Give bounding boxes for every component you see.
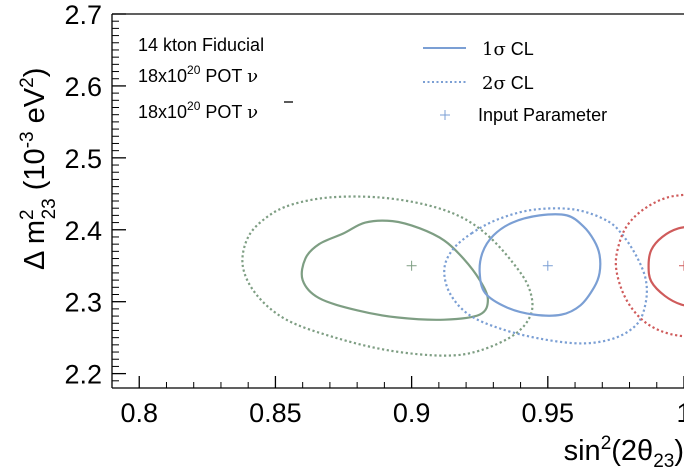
y-tick-label-4: 2.6 [64,72,102,102]
legend-marker-input [440,110,450,120]
x-tick-label-1: 0.85 [249,398,302,428]
y-tick-label-3: 2.5 [64,144,102,174]
annotation-fiducial: 14 kton Fiducial [138,35,264,55]
axis-ticks: 0.8 0.85 0.9 0.95 1 2.2 2.3 2.4 2.5 2.6 2.7 [64,0,684,428]
contour-1sigma-0 [300,219,489,321]
x-axis-title: sin2(2θ23) [564,433,684,472]
x-tick-label-2: 0.9 [393,398,431,428]
x-tick-label-0: 0.8 [120,398,158,428]
contours [241,193,684,357]
x-tick-label-4: 1 [676,398,684,428]
legend-label-input: Input Parameter [478,105,607,125]
annotation-pot-nu: 18x1020 POT ν [138,63,258,87]
legend-label-2sigma: 2σ CL [482,73,534,94]
annotation-pot-nubar: 18x1020 POT ν [138,99,258,123]
y-tick-label-0: 2.2 [64,360,102,390]
legend-label-1sigma: 1σ CL [482,39,534,60]
input-markers [406,260,684,271]
y-tick-label-2: 2.4 [64,216,102,246]
y-tick-label-1: 2.3 [64,288,102,318]
y-axis-title: Δ m223 (10-3 eV2) [17,68,60,270]
contour-1sigma-1 [478,213,602,317]
contour-2sigma-1 [443,207,648,345]
x-tick-label-3: 0.95 [522,398,575,428]
contour-1sigma-2 [647,226,684,307]
contour-2sigma-2 [614,193,684,338]
y-tick-label-5: 2.7 [64,0,102,30]
